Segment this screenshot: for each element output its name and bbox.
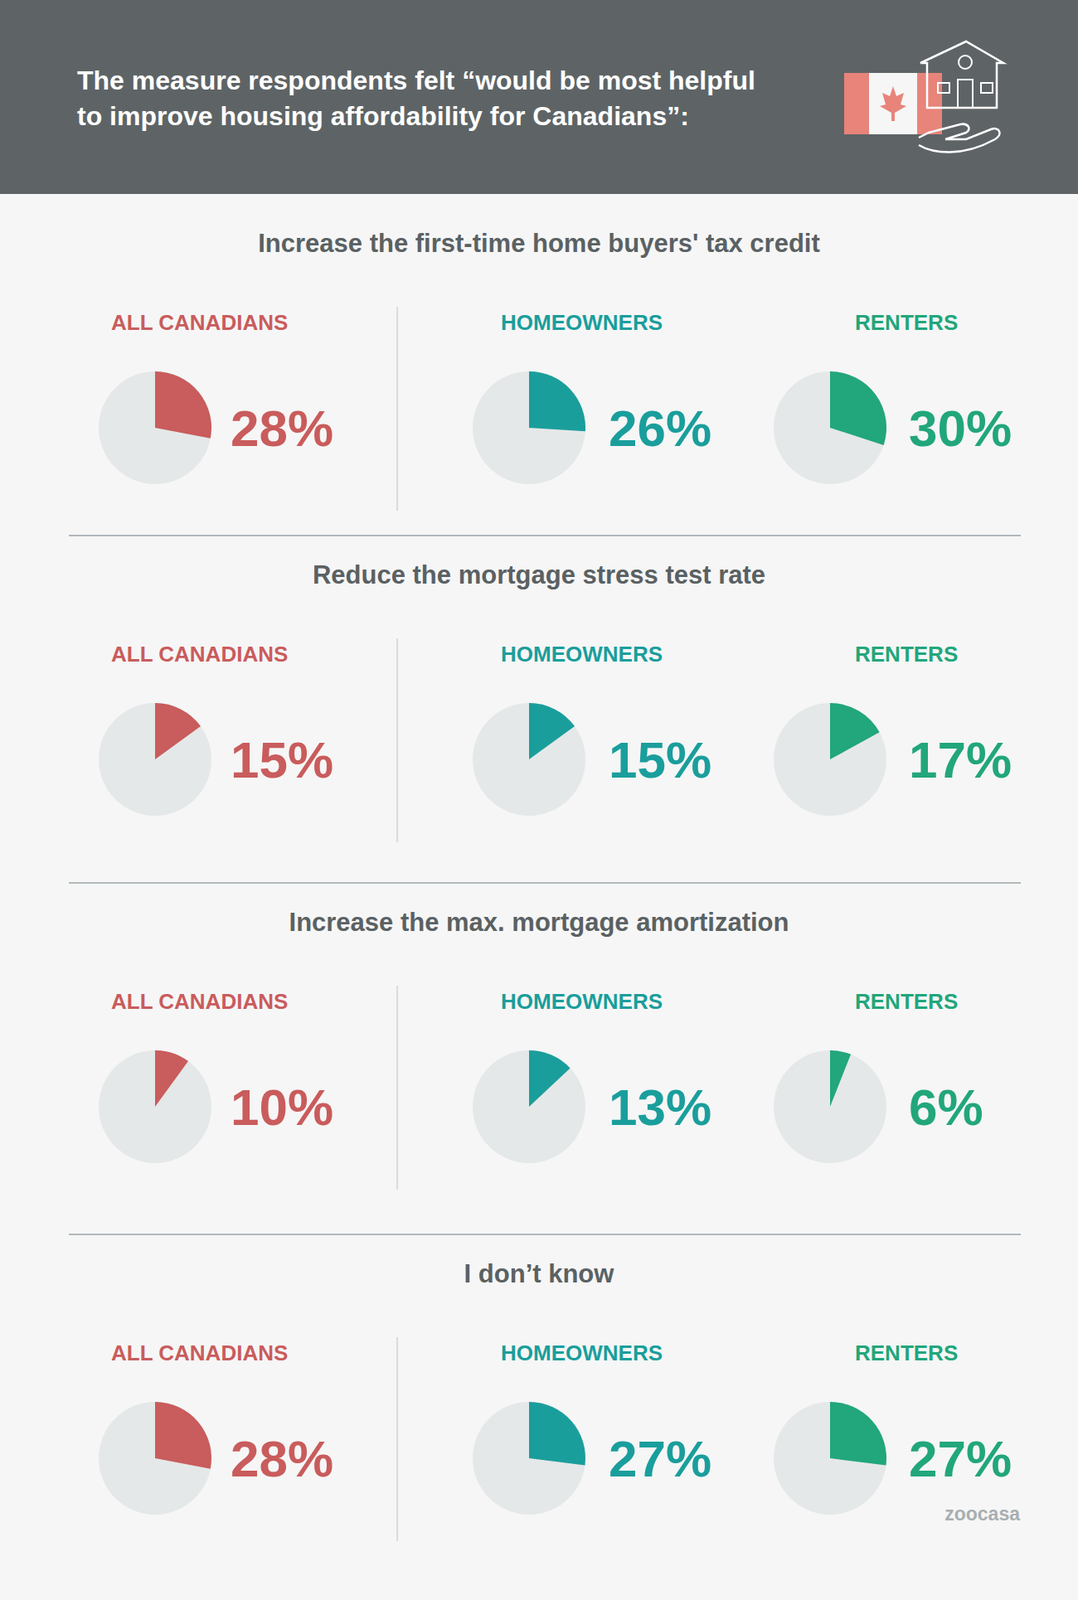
category-label: RENTERS	[854, 641, 958, 667]
pie	[773, 1402, 887, 1516]
category-label: HOMEOWNERS	[500, 989, 663, 1015]
maple-leaf	[879, 86, 907, 122]
pie-slice	[529, 371, 586, 432]
data-label: 28%	[230, 1430, 334, 1488]
data-label: 13%	[608, 1078, 712, 1137]
pie-slice	[830, 703, 880, 760]
category-label: RENTERS	[854, 310, 958, 336]
pie-background	[98, 1050, 212, 1164]
horizontal-divider	[68, 534, 1021, 537]
data-label: 6%	[908, 1078, 984, 1137]
header-icon	[844, 41, 1004, 153]
infographic: The measure respondents felt “would be m…	[0, 0, 1078, 1600]
data-label: 27%	[608, 1430, 712, 1488]
category-label: ALL CANADIANS	[111, 1340, 288, 1366]
flag-center	[869, 72, 918, 135]
data-label: 28%	[230, 399, 334, 457]
chart-section: Increase the max. mortgage amortization A…	[68, 908, 1021, 1235]
horizontal-divider	[68, 882, 1021, 884]
data-label: 15%	[608, 731, 712, 789]
vertical-divider	[396, 306, 399, 511]
horizontal-divider	[68, 1233, 1021, 1236]
chart-section: Increase the first-time home buyers' tax…	[68, 228, 1021, 536]
pie	[472, 1050, 586, 1164]
pie-background	[472, 703, 586, 816]
chart-title: Increase the max. mortgage amortization	[289, 908, 790, 938]
vertical-divider	[396, 1337, 399, 1542]
chart-title: Reduce the mortgage stress test rate	[312, 560, 766, 590]
chart-section: Reduce the mortgage stress test rate ALL …	[68, 560, 1021, 884]
pie-background	[472, 1050, 586, 1164]
data-label: 26%	[608, 399, 712, 457]
pie-background	[773, 1050, 887, 1164]
data-label: 17%	[908, 731, 1012, 789]
brand: zoocasa	[944, 1503, 1020, 1525]
pie	[773, 1050, 887, 1164]
pie	[98, 703, 212, 816]
header: The measure respondents felt “would be m…	[0, 0, 1078, 195]
category-label: ALL CANADIANS	[111, 310, 288, 336]
header-title: to improve housing affordability for Can…	[77, 101, 690, 132]
pie-slice	[529, 1402, 586, 1467]
pie	[773, 703, 887, 816]
pie-slice	[155, 703, 201, 760]
pie-background	[773, 1402, 887, 1516]
category-label: ALL CANADIANS	[111, 641, 288, 667]
house-window	[980, 82, 993, 93]
pie	[472, 1402, 586, 1516]
data-label: 10%	[230, 1078, 334, 1137]
pie	[98, 1050, 212, 1164]
data-label: 30%	[908, 399, 1012, 457]
header-band	[0, 0, 1078, 195]
pie-slice	[155, 371, 212, 439]
data-label: 27%	[908, 1430, 1012, 1488]
category-label: HOMEOWNERS	[500, 641, 663, 667]
category-label: RENTERS	[854, 989, 958, 1015]
pie-slice	[830, 1402, 887, 1467]
pie-background	[472, 1402, 586, 1516]
pie	[472, 703, 586, 816]
category-label: HOMEOWNERS	[500, 310, 663, 336]
pie-background	[98, 1402, 212, 1516]
house-window	[958, 55, 972, 69]
house-door	[957, 79, 973, 108]
pie	[98, 1402, 212, 1516]
house-window	[937, 82, 950, 93]
vertical-divider	[396, 638, 399, 843]
pie-slice	[830, 371, 887, 446]
pie	[472, 371, 586, 485]
data-label: 15%	[230, 731, 334, 789]
category-label: ALL CANADIANS	[111, 989, 288, 1015]
chart-title: Increase the first-time home buyers' tax…	[257, 228, 821, 258]
pie-background	[98, 371, 212, 485]
pie	[773, 371, 887, 485]
pie-background	[472, 371, 586, 485]
header-title: The measure respondents felt “would be m…	[77, 65, 756, 96]
pie-background	[773, 703, 887, 816]
category-label: RENTERS	[854, 1340, 958, 1366]
chart-section: I don’t know ALL CANADIANS 28% HOMEOWNERS 27…	[98, 1259, 1012, 1542]
category-label: HOMEOWNERS	[500, 1340, 663, 1366]
house	[920, 41, 1004, 108]
pie-slice	[155, 1402, 212, 1470]
pie-slice	[830, 1050, 851, 1108]
pie-slice	[155, 1050, 189, 1108]
background	[0, 0, 1078, 1600]
hand	[918, 124, 1000, 153]
chart-title: I don’t know	[464, 1259, 616, 1289]
pie-slice	[529, 703, 575, 760]
pie-background	[773, 371, 887, 485]
vertical-divider	[396, 985, 399, 1190]
pie	[98, 371, 212, 485]
pie-slice	[529, 1050, 571, 1108]
pie-background	[98, 703, 212, 816]
